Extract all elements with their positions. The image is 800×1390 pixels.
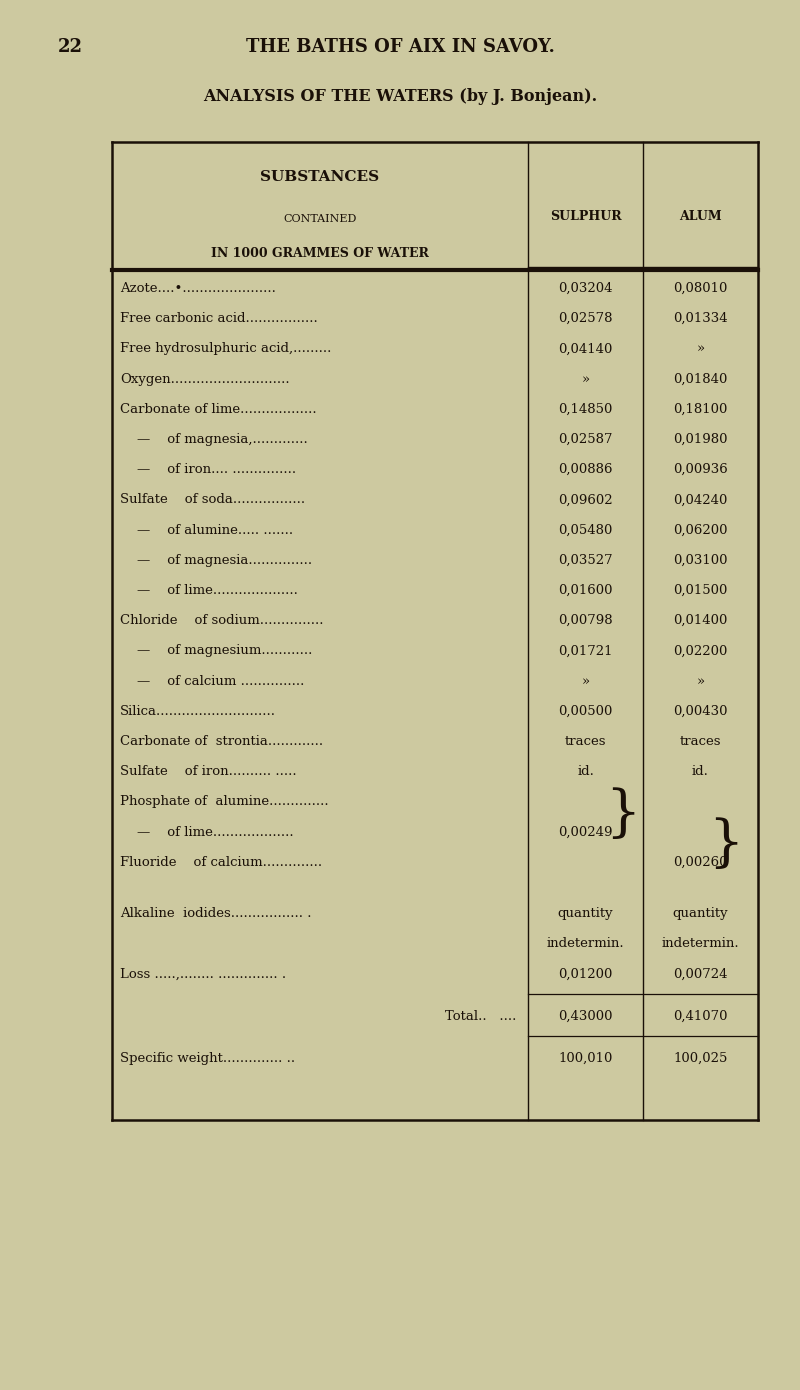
Text: 0,14850: 0,14850 xyxy=(558,403,613,416)
Text: THE BATHS OF AIX IN SAVOY.: THE BATHS OF AIX IN SAVOY. xyxy=(246,38,554,56)
Text: quantity: quantity xyxy=(673,908,728,920)
Text: 0,03527: 0,03527 xyxy=(558,553,613,567)
Text: 0,01600: 0,01600 xyxy=(558,584,613,596)
Text: 100,025: 100,025 xyxy=(674,1052,728,1065)
Text: —    of calcium ...............: — of calcium ............... xyxy=(120,674,304,688)
Text: 0,01721: 0,01721 xyxy=(558,645,613,657)
Text: Oxygen............................: Oxygen............................ xyxy=(120,373,290,385)
Text: }: } xyxy=(708,817,743,872)
Text: —    of lime....................: — of lime.................... xyxy=(120,584,298,596)
Text: Sulfate    of iron.......... .....: Sulfate of iron.......... ..... xyxy=(120,766,297,778)
Text: Free hydrosulphuric acid,.........: Free hydrosulphuric acid,......... xyxy=(120,342,331,356)
Text: 0,01980: 0,01980 xyxy=(674,434,728,446)
Text: 0,04140: 0,04140 xyxy=(558,342,613,356)
Text: 0,08010: 0,08010 xyxy=(674,282,728,295)
Text: SUBSTANCES: SUBSTANCES xyxy=(261,170,379,183)
Text: Silica............................: Silica............................ xyxy=(120,705,276,717)
Text: Alkaline  iodides................. .: Alkaline iodides................. . xyxy=(120,908,311,920)
Text: —    of iron.... ...............: — of iron.... ............... xyxy=(120,463,296,477)
Text: 0,03204: 0,03204 xyxy=(558,282,613,295)
Text: ALUM: ALUM xyxy=(679,210,722,222)
Text: 0,01840: 0,01840 xyxy=(674,373,728,385)
Text: 0,18100: 0,18100 xyxy=(674,403,728,416)
Text: »: » xyxy=(582,373,590,385)
Text: —    of magnesium............: — of magnesium............ xyxy=(120,645,312,657)
Text: 100,010: 100,010 xyxy=(558,1052,613,1065)
Text: 0,02578: 0,02578 xyxy=(558,313,613,325)
Text: 0,00724: 0,00724 xyxy=(674,967,728,980)
Text: Chloride    of sodium...............: Chloride of sodium............... xyxy=(120,614,323,627)
Text: Total..   ....: Total.. .... xyxy=(445,1009,516,1023)
Text: SULPHUR: SULPHUR xyxy=(550,210,622,222)
Text: 0,06200: 0,06200 xyxy=(674,524,728,537)
Text: traces: traces xyxy=(680,735,722,748)
Text: —    of alumine..... .......: — of alumine..... ....... xyxy=(120,524,293,537)
Text: 0,00500: 0,00500 xyxy=(558,705,613,717)
Text: IN 1000 GRAMMES OF WATER: IN 1000 GRAMMES OF WATER xyxy=(211,247,429,260)
Text: Fluoride    of calcium..............: Fluoride of calcium.............. xyxy=(120,856,322,869)
Text: 0,41070: 0,41070 xyxy=(674,1009,728,1023)
Text: 0,00886: 0,00886 xyxy=(558,463,613,477)
Text: id.: id. xyxy=(692,766,709,778)
Text: 0,09602: 0,09602 xyxy=(558,493,613,506)
Text: Specific weight.............. ..: Specific weight.............. .. xyxy=(120,1052,295,1065)
Text: quantity: quantity xyxy=(558,908,614,920)
Text: 0,00936: 0,00936 xyxy=(673,463,728,477)
Text: »: » xyxy=(697,342,705,356)
Text: Azote....•......................: Azote....•...................... xyxy=(120,282,276,295)
Text: 0,00798: 0,00798 xyxy=(558,614,613,627)
Text: Sulfate    of soda.................: Sulfate of soda................. xyxy=(120,493,305,506)
Text: Loss .....,........ .............. .: Loss .....,........ .............. . xyxy=(120,967,286,980)
Text: Phosphate of  alumine..............: Phosphate of alumine.............. xyxy=(120,795,329,809)
Text: CONTAINED: CONTAINED xyxy=(283,214,357,224)
Text: }: } xyxy=(605,787,640,842)
Text: 22: 22 xyxy=(58,38,83,56)
Text: »: » xyxy=(582,674,590,688)
Text: Free carbonic acid.................: Free carbonic acid................. xyxy=(120,313,318,325)
Text: traces: traces xyxy=(565,735,606,748)
Text: 0,02587: 0,02587 xyxy=(558,434,613,446)
Text: 0,00249: 0,00249 xyxy=(558,826,613,838)
Text: Carbonate of  strontia.............: Carbonate of strontia............. xyxy=(120,735,323,748)
Text: 0,01334: 0,01334 xyxy=(673,313,728,325)
Text: 0,01400: 0,01400 xyxy=(674,614,728,627)
Text: 0,43000: 0,43000 xyxy=(558,1009,613,1023)
Text: —    of magnesia...............: — of magnesia............... xyxy=(120,553,312,567)
Text: 0,01500: 0,01500 xyxy=(674,584,728,596)
Text: ANALYSIS OF THE WATERS (by J. Bonjean).: ANALYSIS OF THE WATERS (by J. Bonjean). xyxy=(203,88,597,106)
Text: 0,04240: 0,04240 xyxy=(674,493,728,506)
Text: —    of lime...................: — of lime................... xyxy=(120,826,294,838)
Text: 0,00430: 0,00430 xyxy=(674,705,728,717)
Text: Carbonate of lime..................: Carbonate of lime.................. xyxy=(120,403,317,416)
Text: —    of magnesia,.............: — of magnesia,............. xyxy=(120,434,308,446)
Text: 0,00260: 0,00260 xyxy=(674,856,728,869)
Text: indetermin.: indetermin. xyxy=(662,937,739,951)
Text: indetermin.: indetermin. xyxy=(546,937,624,951)
Text: 0,05480: 0,05480 xyxy=(558,524,613,537)
Text: »: » xyxy=(697,674,705,688)
Text: 0,02200: 0,02200 xyxy=(674,645,728,657)
Text: 0,03100: 0,03100 xyxy=(674,553,728,567)
Text: 0,01200: 0,01200 xyxy=(558,967,613,980)
Text: id.: id. xyxy=(577,766,594,778)
